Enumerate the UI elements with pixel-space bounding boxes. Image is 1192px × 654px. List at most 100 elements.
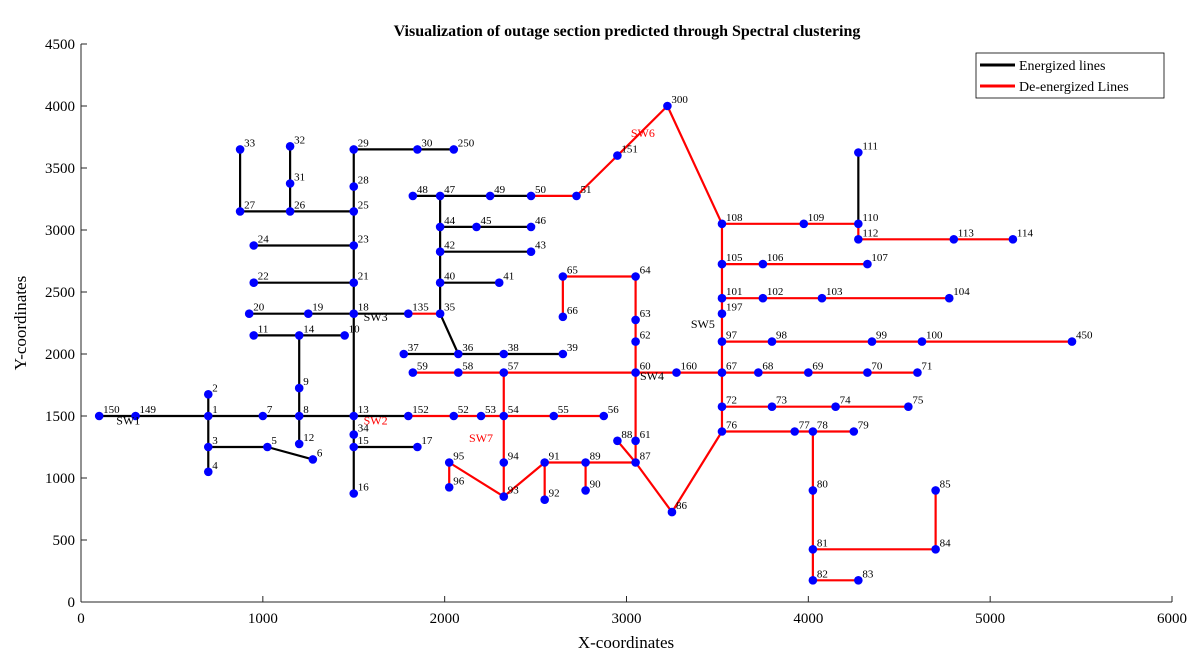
node-34: [349, 430, 359, 439]
node-label-44: 44: [444, 215, 456, 227]
node-label-39: 39: [567, 342, 579, 354]
node-label-97: 97: [726, 330, 738, 342]
node-33: [235, 145, 245, 154]
node-label-60: 60: [640, 361, 652, 373]
node-label-135: 135: [412, 302, 429, 314]
node-label-24: 24: [258, 234, 270, 246]
node-label-2: 2: [212, 382, 218, 394]
node-label-14: 14: [303, 323, 315, 335]
node-31: [285, 179, 295, 188]
node-label-75: 75: [912, 395, 924, 407]
node-300: [663, 101, 672, 111]
node-6: [308, 455, 318, 464]
node-78: [808, 427, 818, 436]
node-99: [867, 337, 877, 346]
node-73: [767, 402, 777, 412]
node-18: [349, 309, 359, 319]
node-label-71: 71: [921, 361, 932, 373]
node-47: [435, 191, 445, 201]
node-83: [854, 576, 863, 585]
chart-title: Visualization of outage section predicte…: [394, 23, 861, 40]
node-49: [485, 191, 495, 201]
node-84: [931, 545, 940, 554]
node-label-13: 13: [358, 404, 370, 416]
x-axis-label: X-coordinates: [578, 633, 674, 652]
node-4: [203, 467, 213, 477]
node-label-73: 73: [776, 395, 788, 407]
node-label-45: 45: [480, 215, 492, 227]
node-62: [631, 337, 640, 346]
deenergized-line-93-95: [448, 461, 505, 498]
y-tick-label: 4500: [45, 37, 75, 53]
node-108: [717, 219, 727, 229]
node-39: [558, 349, 568, 359]
node-label-42: 42: [444, 240, 455, 252]
node-label-26: 26: [294, 199, 306, 211]
node-label-300: 300: [671, 94, 688, 106]
switch-label-sw4: SW4: [640, 369, 664, 383]
switch-label-sw3: SW3: [364, 310, 388, 324]
node-label-107: 107: [871, 252, 888, 264]
y-tick-label: 3500: [45, 161, 75, 177]
node-80: [808, 486, 818, 495]
node-95: [444, 458, 454, 467]
node-89: [581, 458, 590, 467]
node-2: [203, 390, 213, 399]
node-98: [767, 337, 777, 346]
node-56: [599, 411, 609, 421]
node-21: [349, 278, 359, 288]
node-52: [449, 411, 459, 421]
node-45: [472, 222, 481, 232]
node-label-10: 10: [349, 323, 361, 335]
y-tick-label: 1500: [45, 409, 75, 425]
node-label-99: 99: [876, 330, 888, 342]
energized-line-35-36: [439, 312, 460, 356]
node-label-83: 83: [862, 568, 874, 580]
node-17: [413, 442, 422, 452]
node-58: [454, 368, 463, 377]
node-label-96: 96: [453, 475, 465, 487]
node-label-51: 51: [580, 184, 591, 196]
node-label-80: 80: [817, 478, 829, 490]
node-label-8: 8: [303, 404, 309, 416]
node-35: [435, 309, 445, 319]
node-label-78: 78: [817, 420, 829, 432]
node-27: [235, 207, 245, 216]
deenergized-line-300-108: [666, 104, 724, 225]
node-15: [349, 442, 359, 452]
switch-label-sw6: SW6: [631, 126, 655, 140]
node-28: [349, 182, 359, 191]
node-label-151: 151: [621, 144, 638, 156]
node-50: [526, 191, 536, 201]
node-label-59: 59: [417, 361, 429, 373]
node-label-64: 64: [640, 265, 652, 277]
node-43: [526, 247, 536, 256]
node-36: [454, 349, 463, 359]
node-59: [408, 368, 418, 377]
node-label-9: 9: [303, 376, 309, 388]
node-label-16: 16: [358, 482, 370, 494]
node-109: [799, 219, 809, 229]
node-11: [249, 331, 259, 340]
node-110: [854, 219, 863, 229]
plot-area: [81, 44, 1172, 602]
node-label-47: 47: [444, 184, 456, 196]
node-86: [667, 507, 677, 517]
node-69: [804, 368, 813, 377]
node-42: [435, 247, 445, 256]
node-61: [631, 436, 640, 446]
node-label-35: 35: [444, 302, 456, 314]
node-152: [404, 411, 413, 421]
node-25: [349, 207, 359, 216]
node-93: [499, 492, 509, 501]
node-55: [549, 411, 559, 421]
switch-label-sw5: SW5: [691, 317, 715, 331]
node-label-22: 22: [258, 271, 269, 283]
node-label-23: 23: [358, 234, 370, 246]
node-92: [540, 495, 549, 505]
node-250: [449, 145, 459, 154]
node-97: [717, 337, 727, 346]
node-label-77: 77: [799, 420, 811, 432]
node-label-61: 61: [640, 429, 651, 441]
node-label-94: 94: [508, 451, 520, 463]
